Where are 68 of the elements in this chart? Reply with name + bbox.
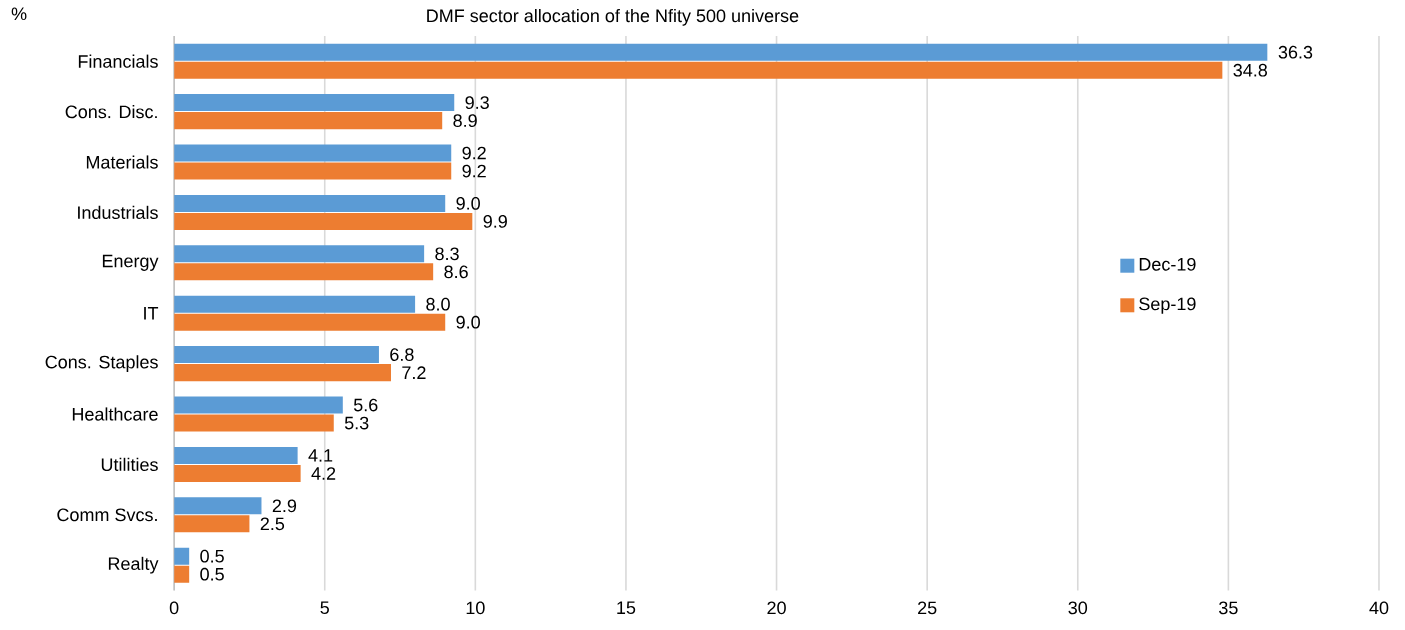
y-axis-title: % [11,7,27,20]
data-label: 8.6 [444,265,468,278]
x-tick-label: 35 [1219,601,1238,615]
bar [174,547,190,565]
bar [174,111,443,129]
bar [174,194,446,212]
data-label: 4.2 [311,466,336,480]
bar [174,345,379,363]
y-tick-label: IT [144,306,159,320]
bar [174,144,452,162]
data-label: 2.5 [260,517,285,530]
y-tick-label: Industrials [78,205,158,219]
bar [174,313,446,331]
data-label: 5.3 [344,416,369,430]
data-label: 7.2 [402,366,426,379]
y-tick-label: Financials [78,54,158,68]
x-tick-label: 25 [918,601,937,615]
y-tick-label: Energy [102,254,159,271]
x-tick-label: 5 [320,601,329,614]
data-label: 6.8 [390,348,414,361]
y-tick-label: Comm Svcs. [57,508,157,521]
bar [174,43,1268,61]
bar [174,61,1223,79]
bar [174,497,262,515]
x-tick-label: 0 [169,601,179,615]
data-label: 9.2 [462,146,486,160]
data-label: 8.3 [435,247,459,260]
data-label: 9.2 [462,164,486,178]
chart-title: DMF sector allocation of the Nfity 500 universe [427,8,799,26]
data-label: 0.5 [200,567,224,581]
data-label: 5.6 [353,398,378,412]
x-tick-label: 40 [1369,601,1389,615]
bar [174,212,473,230]
data-label: 0.5 [200,549,224,563]
data-label: 9.0 [456,196,480,210]
x-tick-label: 10 [466,601,485,615]
y-tick-label: Utilities [101,457,158,471]
data-label: 8.0 [426,297,450,311]
y-tick-label: Cons. Disc. [65,104,157,119]
bar [174,515,250,533]
y-tick-label: Realty [108,556,159,574]
bar [174,363,391,381]
bar [174,446,298,464]
legend-label: Dec-19 [1139,257,1196,271]
data-label: 8.9 [453,114,477,127]
y-tick-label: Cons. Staples [45,355,158,372]
data-label: 34.8 [1233,63,1268,77]
legend-label: Sep-19 [1139,297,1196,314]
data-label: 4.1 [308,448,333,462]
bar [174,263,434,281]
data-label: 9.9 [483,214,507,228]
data-label: 2.9 [272,499,297,512]
bar [174,464,301,482]
bar [174,93,455,111]
y-tick-label: Materials [86,155,158,169]
data-label: 9.0 [456,315,480,329]
x-tick-label: 20 [767,601,786,615]
bar [174,565,190,583]
bar [174,295,416,313]
bar [174,396,343,414]
data-label: 36.3 [1278,45,1313,59]
y-tick-label: Healthcare [72,407,158,421]
bar [174,414,334,432]
x-tick-label: 30 [1068,601,1088,615]
bar [174,162,452,180]
bar [174,245,425,263]
x-tick-label: 15 [617,601,636,614]
data-label: 9.3 [465,96,489,109]
